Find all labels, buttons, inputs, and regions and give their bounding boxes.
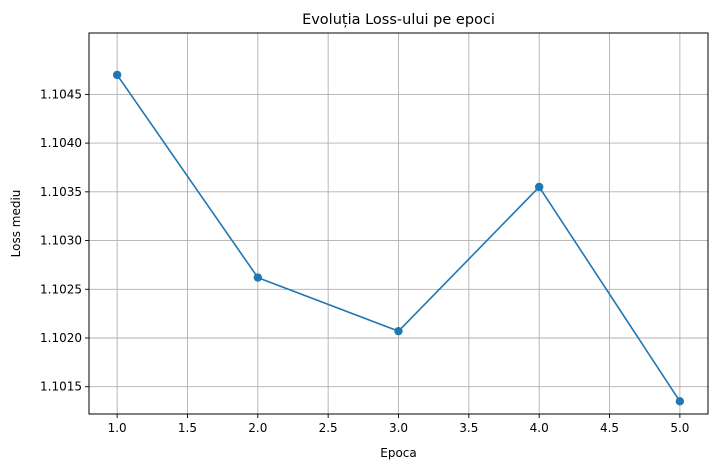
x-tick-label: 1.5 [178,421,197,435]
chart-title: Evoluția Loss-ului pe epoci [302,12,495,28]
series [112,70,685,406]
x-tick-label: 1.0 [108,421,127,435]
y-tick-label: 1.1035 [40,185,82,199]
data-point [394,326,403,336]
x-tick-label: 5.0 [670,421,689,435]
data-point [675,397,685,406]
y-tick-label: 1.1045 [40,87,82,101]
y-axis-label: Loss mediu [9,190,23,258]
x-tick-label: 2.5 [319,421,338,435]
x-tick-label: 2.0 [248,421,267,435]
y-tick-label: 1.1040 [40,136,82,150]
y-tick-label: 1.1020 [40,331,82,345]
x-tick-label: 3.0 [389,421,408,435]
grid-lines [89,33,708,414]
plot-frame [88,32,709,415]
x-tick-label: 3.5 [459,421,478,435]
y-tick-label: 1.1025 [40,282,82,296]
x-axis-label: Epoca [380,446,417,460]
data-point [253,273,263,282]
data-point [112,70,122,80]
axis-ticks: 1.0 1.5 2.0 2.5 3.0 3.5 4.0 4.5 5.0 1.1015 1.1020 1… [40,87,689,435]
y-tick-label: 1.1015 [40,380,82,394]
data-point [534,182,544,192]
x-tick-label: 4.0 [530,421,549,435]
x-tick-label: 4.5 [600,421,619,435]
y-tick-label: 1.1030 [40,234,82,248]
